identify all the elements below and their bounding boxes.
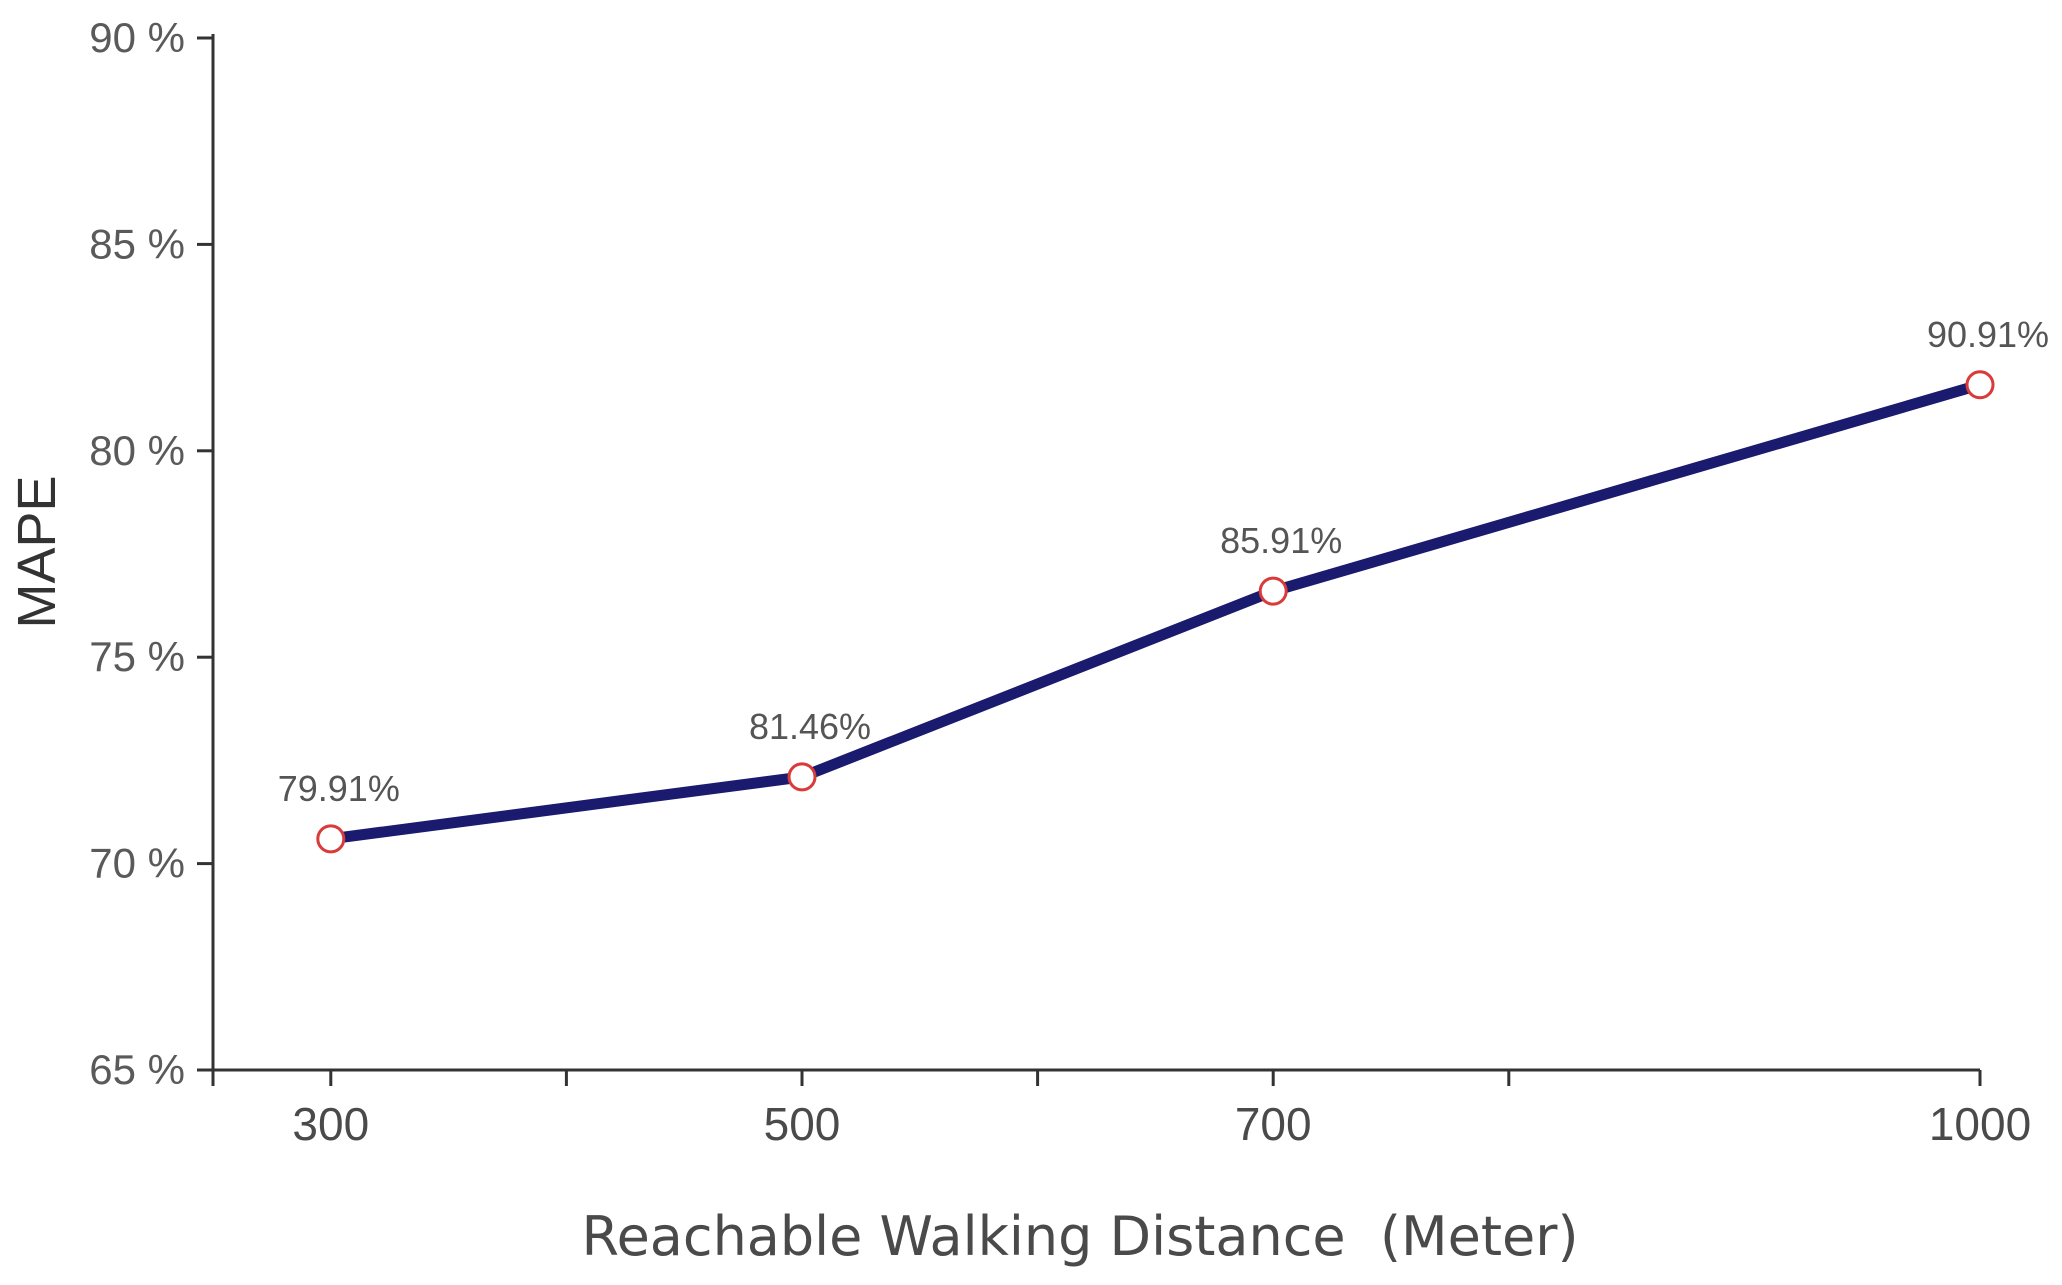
data-point-marker [1258, 576, 1288, 606]
y-tick-label: 90 % [89, 14, 185, 61]
y-tick-label: 75 % [89, 633, 185, 680]
x-tick-label: 700 [1235, 1098, 1312, 1150]
y-axis-ticks: 65 % 70 % 75 % 80 % 85 % 90 % [89, 14, 213, 1093]
x-tick-label: 300 [292, 1098, 369, 1150]
markers-group [316, 370, 1995, 854]
data-labels-group: 79.91% 81.46% 85.91% 90.91% [278, 314, 2049, 809]
y-tick-label: 65 % [89, 1046, 185, 1093]
data-point-marker [787, 762, 817, 792]
data-label: 81.46% [749, 706, 871, 747]
x-tick-label: 500 [764, 1098, 841, 1150]
x-axis-title: Reachable Walking Distance (Meter) [581, 1205, 1578, 1268]
y-tick-label: 80 % [89, 427, 185, 474]
y-tick-label: 70 % [89, 840, 185, 887]
data-point-marker [1965, 370, 1995, 400]
x-axis-ticks: 300 500 700 1000 [211, 1070, 2031, 1150]
data-label: 85.91% [1220, 520, 1342, 561]
series-line-group [325, 379, 1986, 845]
y-tick-label: 85 % [89, 220, 185, 267]
data-point-marker [316, 824, 346, 854]
series-line [325, 379, 1986, 845]
y-axis-title: MAPE [7, 475, 67, 628]
axes [211, 34, 1980, 1072]
data-label: 90.91% [1927, 314, 2049, 355]
data-label: 79.91% [278, 768, 400, 809]
x-tick-label: 1000 [1929, 1098, 2031, 1150]
